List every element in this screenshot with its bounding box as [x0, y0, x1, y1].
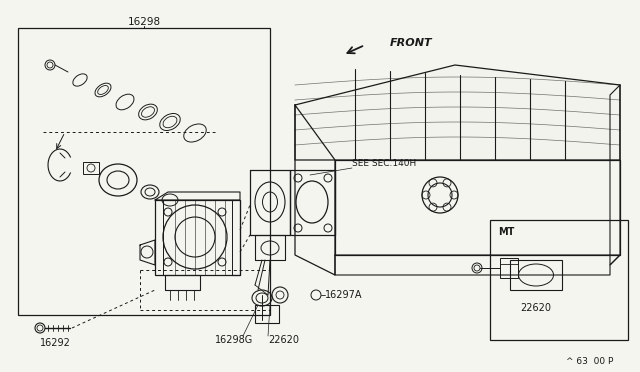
Text: 16298: 16298 — [127, 17, 161, 27]
Bar — [155, 200, 240, 275]
Bar — [290, 170, 335, 235]
Text: ^ 63  00 P: ^ 63 00 P — [566, 357, 614, 366]
Text: 16292: 16292 — [40, 338, 70, 348]
Bar — [500, 258, 518, 278]
Text: FRONT: FRONT — [390, 38, 433, 48]
Polygon shape — [295, 65, 620, 160]
Bar — [18, 28, 270, 315]
Bar — [490, 220, 628, 340]
Bar — [83, 162, 99, 174]
Bar — [255, 305, 279, 323]
Text: 16298G: 16298G — [215, 335, 253, 345]
Text: 22620: 22620 — [520, 303, 552, 313]
Text: 22620: 22620 — [268, 335, 299, 345]
Text: 16297A: 16297A — [325, 290, 362, 300]
Text: MT: MT — [498, 227, 515, 237]
Bar — [510, 260, 562, 290]
Text: SEE SEC.140H: SEE SEC.140H — [352, 158, 416, 167]
